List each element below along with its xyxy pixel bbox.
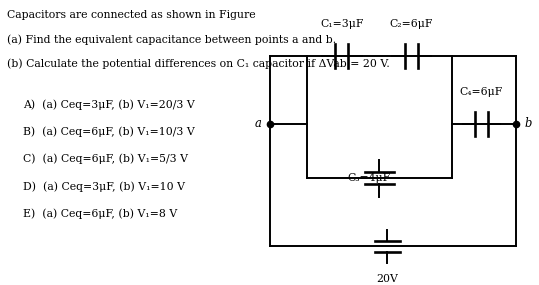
Text: C)  (a) Ceq=6μF, (b) V₁=5/3 V: C) (a) Ceq=6μF, (b) V₁=5/3 V xyxy=(23,154,188,164)
Text: A)  (a) Ceq=3μF, (b) V₁=20/3 V: A) (a) Ceq=3μF, (b) V₁=20/3 V xyxy=(23,99,195,110)
Text: D)  (a) Ceq=3μF, (b) V₁=10 V: D) (a) Ceq=3μF, (b) V₁=10 V xyxy=(23,181,185,192)
Text: C₂=6μF: C₂=6μF xyxy=(390,19,433,29)
Text: 20V: 20V xyxy=(377,274,398,284)
Text: b: b xyxy=(524,117,531,131)
Text: B)  (a) Ceq=6μF, (b) V₁=10/3 V: B) (a) Ceq=6μF, (b) V₁=10/3 V xyxy=(23,127,195,137)
Text: C₄=6μF: C₄=6μF xyxy=(460,87,503,97)
Text: Capacitors are connected as shown in Figure: Capacitors are connected as shown in Fig… xyxy=(7,10,255,20)
Text: (b) Calculate the potential differences on C₁ capacitor if ΔVab = 20 V.: (b) Calculate the potential differences … xyxy=(7,58,390,69)
Text: (a) Find the equivalent capacitance between points a and b.: (a) Find the equivalent capacitance betw… xyxy=(7,34,336,45)
Text: C₁=3μF: C₁=3μF xyxy=(320,19,364,29)
Text: C₃=4μF: C₃=4μF xyxy=(347,173,390,183)
Text: E)  (a) Ceq=6μF, (b) V₁=8 V: E) (a) Ceq=6μF, (b) V₁=8 V xyxy=(23,208,177,219)
Text: a: a xyxy=(254,117,261,131)
